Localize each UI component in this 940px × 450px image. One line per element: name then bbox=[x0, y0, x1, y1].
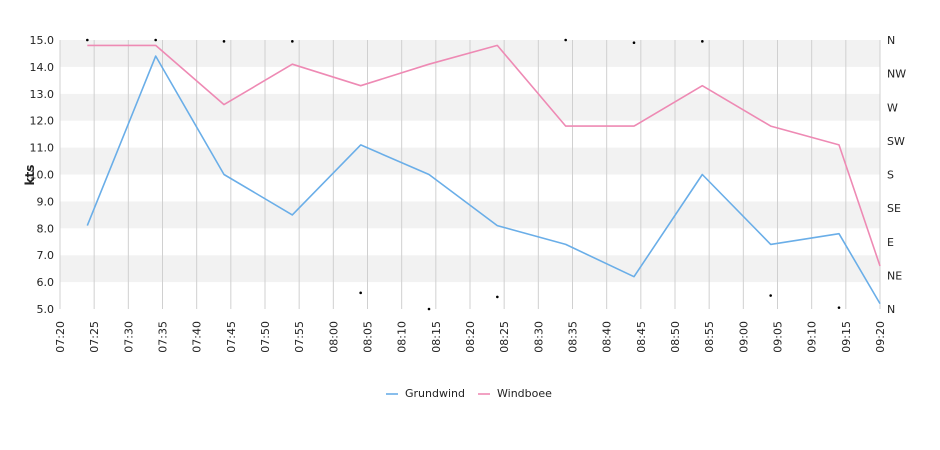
direction-tick-label: S bbox=[887, 169, 894, 182]
direction-marker bbox=[86, 38, 89, 42]
x-tick-label: 09:15 bbox=[840, 321, 853, 353]
y-tick-label: 9.0 bbox=[37, 195, 55, 208]
x-tick-label: 07:35 bbox=[157, 321, 170, 353]
x-tick-label: 08:15 bbox=[430, 321, 443, 353]
direction-marker bbox=[701, 40, 704, 43]
x-tick-label: 07:55 bbox=[293, 321, 306, 353]
y-tick-label: 6.0 bbox=[37, 276, 55, 289]
series-line-grundwind bbox=[86, 55, 881, 305]
direction-marker bbox=[837, 306, 841, 309]
x-tick-label: 08:05 bbox=[362, 321, 375, 353]
y-tick-label: 5.0 bbox=[37, 303, 55, 316]
direction-tick-label: SE bbox=[887, 202, 901, 215]
direction-tick-label: N bbox=[887, 303, 895, 316]
x-tick-label: 09:10 bbox=[806, 321, 819, 353]
x-tick-label: 09:00 bbox=[737, 321, 750, 353]
x-tick-label: 07:40 bbox=[191, 321, 204, 353]
x-tick-label: 07:30 bbox=[122, 321, 135, 353]
legend-label: Grundwind bbox=[405, 387, 465, 400]
direction-axis-ticks: N NE E SE S SW W NW N bbox=[887, 34, 906, 316]
direction-marker bbox=[632, 41, 636, 44]
x-tick-label: 08:00 bbox=[327, 321, 340, 353]
x-tick-label: 07:45 bbox=[225, 321, 238, 353]
direction-tick-label: NE bbox=[887, 269, 902, 282]
y-axis-ticks: 5.0 6.0 7.0 8.0 9.0 10.0 11.0 12.0 13.0 14.0 15.0 bbox=[30, 34, 55, 316]
y-tick-label: 15.0 bbox=[30, 34, 55, 47]
direction-marker bbox=[359, 291, 362, 295]
direction-tick-label: NW bbox=[887, 68, 906, 81]
x-tick-label: 08:20 bbox=[464, 321, 477, 353]
legend-label: Windboee bbox=[497, 387, 552, 400]
direction-tick-label: E bbox=[887, 236, 894, 249]
x-tick-label: 09:05 bbox=[772, 321, 785, 353]
y-tick-label: 14.0 bbox=[30, 61, 55, 74]
y-tick-label: 7.0 bbox=[37, 249, 55, 262]
x-tick-label: 08:35 bbox=[567, 321, 580, 353]
y-axis-label: kts bbox=[23, 165, 37, 186]
x-tick-label: 07:50 bbox=[259, 321, 272, 353]
direction-marker bbox=[222, 40, 226, 43]
direction-marker bbox=[427, 307, 431, 311]
series-lines bbox=[86, 44, 881, 305]
x-tick-label: 08:55 bbox=[703, 321, 716, 353]
x-tick-label: 07:20 bbox=[54, 321, 67, 353]
direction-marker bbox=[769, 294, 772, 297]
direction-marker bbox=[564, 38, 567, 42]
x-tick-label: 08:30 bbox=[532, 321, 545, 353]
direction-tick-label: N bbox=[887, 34, 895, 47]
x-tick-label: 08:45 bbox=[635, 321, 648, 353]
direction-markers bbox=[86, 38, 841, 311]
y-tick-label: 11.0 bbox=[30, 142, 55, 155]
x-tick-label: 08:40 bbox=[601, 321, 614, 353]
x-axis-ticks: 07:20 07:25 07:30 07:35 07:40 07:45 07:50 07:55… bbox=[54, 321, 887, 353]
x-tick-label: 08:10 bbox=[396, 321, 409, 353]
y-tick-label: 13.0 bbox=[30, 88, 55, 101]
x-tick-label: 07:25 bbox=[88, 321, 101, 353]
x-tick-label: 09:20 bbox=[874, 321, 887, 353]
direction-marker bbox=[154, 38, 157, 42]
y-tick-label: 10.0 bbox=[30, 169, 55, 182]
direction-tick-label: W bbox=[887, 101, 898, 114]
y-tick-label: 8.0 bbox=[37, 222, 55, 235]
x-tick-label: 08:25 bbox=[498, 321, 511, 353]
direction-marker bbox=[496, 295, 499, 299]
direction-tick-label: SW bbox=[887, 135, 905, 148]
y-tick-label: 12.0 bbox=[30, 115, 55, 128]
series-line-windboee bbox=[87, 44, 881, 267]
direction-marker bbox=[291, 40, 294, 43]
legend: Grundwind Windboee bbox=[386, 387, 552, 400]
x-tick-label: 08:50 bbox=[669, 321, 682, 353]
